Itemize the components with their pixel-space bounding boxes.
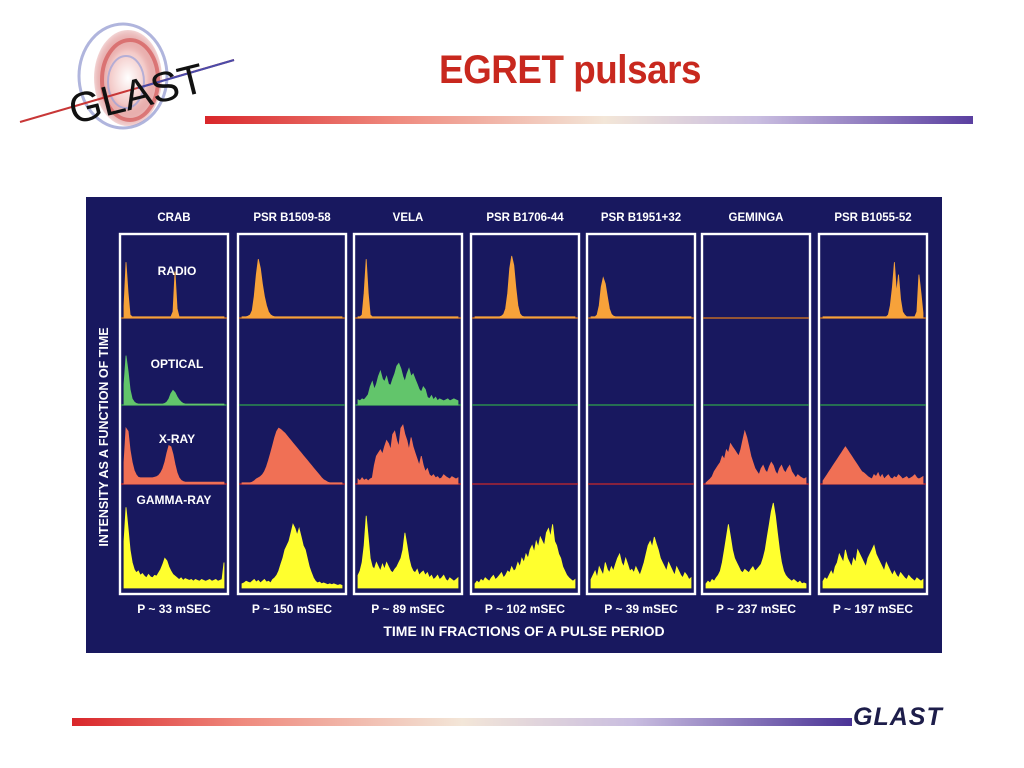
band-label-xray: X-RAY <box>159 432 195 446</box>
pulsar-name-label: VELA <box>393 212 424 224</box>
xray-light-curve <box>357 424 459 485</box>
panel-frame <box>469 232 581 596</box>
panel-frame <box>700 232 812 596</box>
pulsar-light-curves-chart: INTENSITY AS A FUNCTION OF TIME TIME IN … <box>86 197 942 653</box>
optical-light-curve <box>123 355 225 406</box>
radio-light-curve <box>590 276 692 319</box>
glast-logo: GLAST <box>19 22 235 133</box>
radio-light-curve <box>474 255 576 319</box>
gamma-light-curve <box>705 502 807 589</box>
radio-light-curve <box>822 262 924 319</box>
pulsar-name-label: PSR B1951+32 <box>601 212 681 224</box>
title-divider <box>205 116 973 124</box>
gamma-light-curve <box>474 524 576 589</box>
pulsar-name-label: CRAB <box>157 212 190 224</box>
pulsar-name-label: PSR B1055-52 <box>834 212 911 224</box>
x-axis-label: TIME IN FRACTIONS OF A PULSE PERIOD <box>383 623 664 639</box>
gamma-light-curve <box>241 523 343 589</box>
pulsar-panel-5: GEMINGA P ~ 237 mSEC <box>700 212 812 616</box>
footer-logo-text: GLAST <box>853 703 943 731</box>
radio-light-curve <box>357 259 459 319</box>
pulsar-panel-2: VELA P ~ 89 mSEC <box>352 212 464 616</box>
y-axis-label: INTENSITY AS A FUNCTION OF TIME <box>97 327 111 546</box>
pulsar-period-label: P ~ 39 mSEC <box>604 602 678 616</box>
pulsar-period-label: P ~ 89 mSEC <box>371 602 445 616</box>
pulsar-period-label: P ~ 197 mSEC <box>833 602 913 616</box>
pulsar-panel-1: PSR B1509-58 P ~ 150 mSEC <box>236 212 348 616</box>
panel-frame <box>817 232 929 596</box>
pulsar-panel-3: PSR B1706-44 P ~ 102 mSEC <box>469 212 581 616</box>
band-label-optical: OPTICAL <box>151 357 204 371</box>
gamma-light-curve <box>822 544 924 589</box>
panel-frame <box>118 232 230 596</box>
pulsar-period-label: P ~ 150 mSEC <box>252 602 332 616</box>
pulsar-name-label: GEMINGA <box>729 212 784 224</box>
gamma-light-curve <box>357 515 459 589</box>
xray-light-curve <box>822 446 924 485</box>
footer-divider <box>72 718 852 726</box>
gamma-light-curve <box>123 507 225 589</box>
panel-frame <box>352 232 464 596</box>
pulsar-period-label: P ~ 102 mSEC <box>485 602 565 616</box>
pulsar-panel-0: CRAB P ~ 33 mSEC <box>118 212 230 616</box>
panel-frame <box>236 232 348 596</box>
gamma-light-curve <box>590 536 692 589</box>
page-title: EGRET pulsars <box>439 48 701 92</box>
pulsar-panel-4: PSR B1951+32 P ~ 39 mSEC <box>585 212 697 616</box>
xray-light-curve <box>123 426 225 485</box>
pulsar-panel-6: PSR B1055-52 P ~ 197 mSEC <box>817 212 929 616</box>
xray-light-curve <box>241 427 343 485</box>
optical-light-curve <box>357 362 459 406</box>
radio-light-curve <box>241 259 343 319</box>
band-label-radio: RADIO <box>158 264 197 278</box>
xray-light-curve <box>705 429 807 485</box>
pulsar-period-label: P ~ 237 mSEC <box>716 602 796 616</box>
pulsar-name-label: PSR B1706-44 <box>486 212 564 224</box>
band-label-gamma: GAMMA-RAY <box>137 493 212 507</box>
pulsar-name-label: PSR B1509-58 <box>253 212 331 224</box>
radio-light-curve <box>123 262 225 319</box>
panel-frame <box>585 232 697 596</box>
pulsar-period-label: P ~ 33 mSEC <box>137 602 211 616</box>
